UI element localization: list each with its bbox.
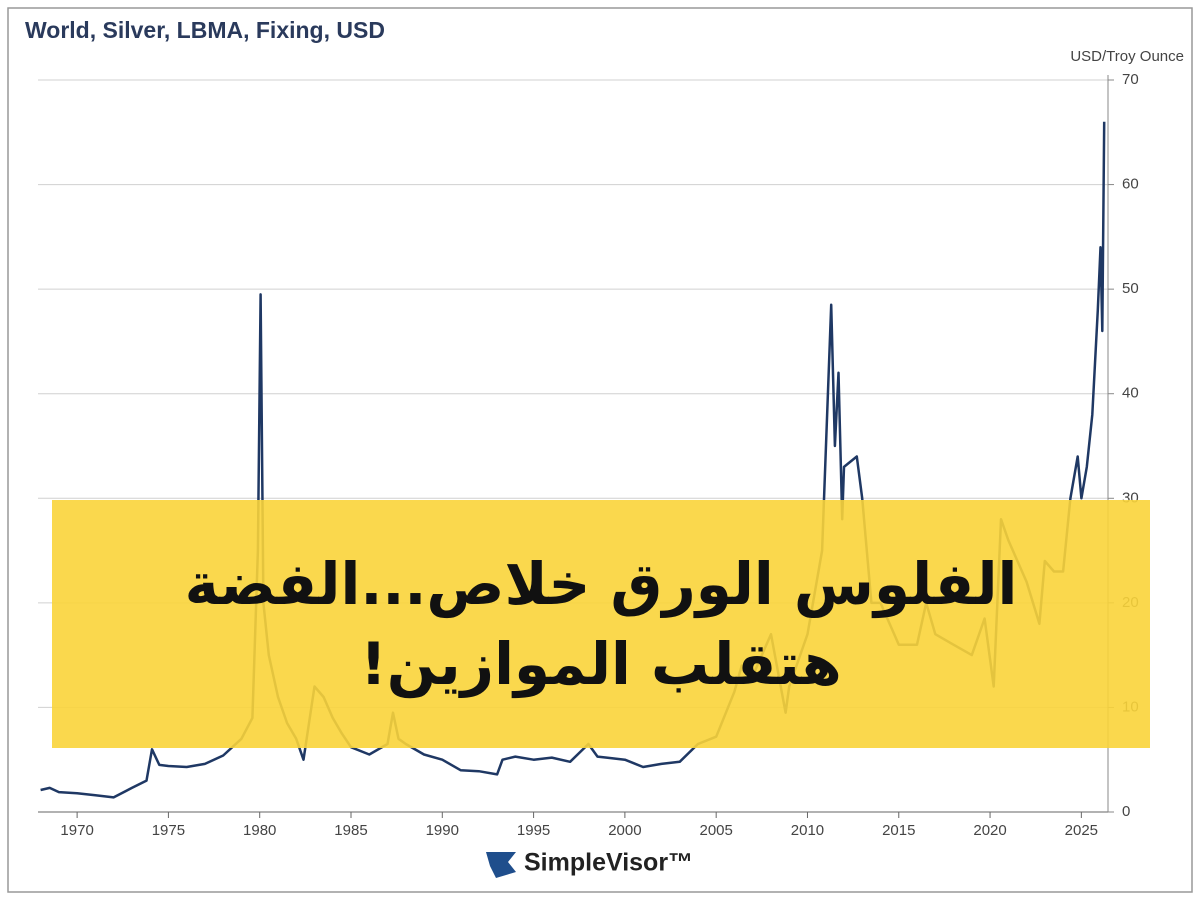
headline-banner: الفلوس الورق خلاص...الفضة هتقلب الموازين… xyxy=(52,500,1150,748)
y-tick-label: 50 xyxy=(1122,280,1139,297)
brand-name: SimpleVisor™ xyxy=(524,849,693,877)
x-tick-label: 1975 xyxy=(152,822,185,839)
y-axis-label: USD/Troy Ounce xyxy=(1070,48,1184,65)
x-tick-label: 1990 xyxy=(426,822,459,839)
brand-logo: SimpleVisor™ xyxy=(486,849,693,878)
x-tick-label: 2000 xyxy=(608,822,641,839)
logo-icon xyxy=(486,852,516,878)
y-tick-label: 40 xyxy=(1122,385,1139,402)
x-tick-label: 2020 xyxy=(973,822,1006,839)
chart-title: World, Silver, LBMA, Fixing, USD xyxy=(25,17,385,43)
x-tick-label: 2015 xyxy=(882,822,915,839)
y-tick-label: 60 xyxy=(1122,176,1139,193)
x-tick-label: 2025 xyxy=(1065,822,1098,839)
x-tick-label: 1995 xyxy=(517,822,550,839)
x-tick-label: 1970 xyxy=(60,822,93,839)
x-tick-label: 2005 xyxy=(699,822,732,839)
headline-line: الفلوس الورق خلاص...الفضة xyxy=(184,550,1018,618)
x-tick-label: 1980 xyxy=(243,822,276,839)
x-tick-label: 2010 xyxy=(791,822,824,839)
headline-line: هتقلب الموازين! xyxy=(360,630,842,698)
x-tick-label: 1985 xyxy=(334,822,367,839)
y-tick-label: 0 xyxy=(1122,803,1130,820)
frame xyxy=(7,7,1193,893)
y-tick-label: 70 xyxy=(1122,71,1139,88)
